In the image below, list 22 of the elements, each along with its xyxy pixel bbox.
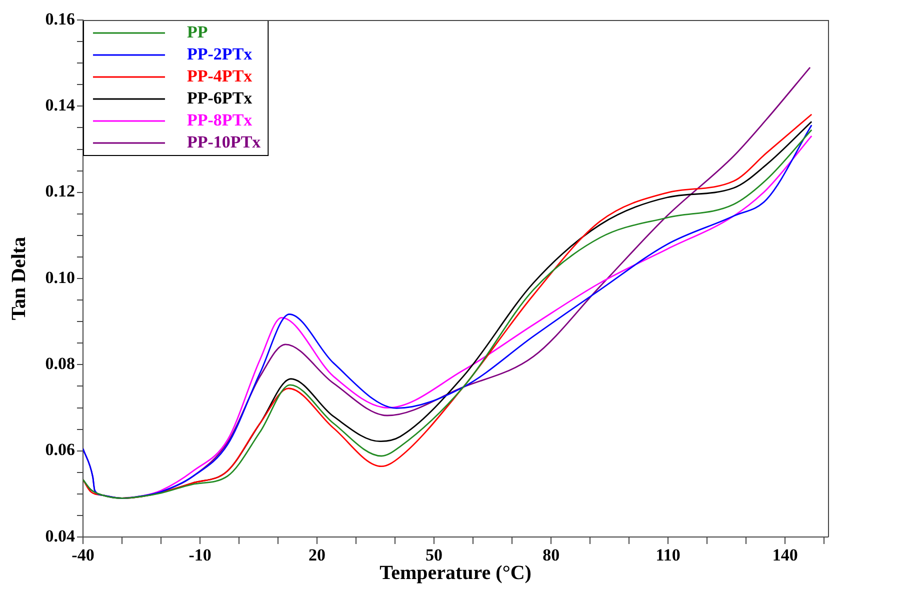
legend-label: PP-4PTx [187,66,253,86]
y-tick-label: 0.10 [45,268,75,287]
x-tick-label: -40 [72,546,94,565]
x-tick-label: 110 [656,546,680,565]
legend-label: PP-6PTx [187,88,253,108]
y-tick-label: 0.08 [45,354,75,374]
x-tick-label: 80 [542,546,560,565]
y-tick-label: 0.04 [45,526,76,546]
x-tick-label: 50 [426,546,443,565]
y-tick-label: 0.06 [45,440,75,460]
x-tick-label: -10 [188,546,212,565]
y-tick-label: 0.16 [45,9,75,28]
legend-label: PP-2PTx [187,44,253,64]
y-axis-title: Tan Delta [8,236,30,320]
y-tick-label: 0.14 [45,96,76,115]
x-tick-label: 140 [772,546,798,565]
legend-label: PP-10PTx [187,132,262,152]
legend-label: PP-8PTx [187,110,253,130]
x-tick-label: 20 [308,546,326,565]
y-tick-label: 0.12 [45,182,75,201]
legend-label: PP [187,22,208,42]
x-axis-title: Temperature (°C) [380,562,532,584]
